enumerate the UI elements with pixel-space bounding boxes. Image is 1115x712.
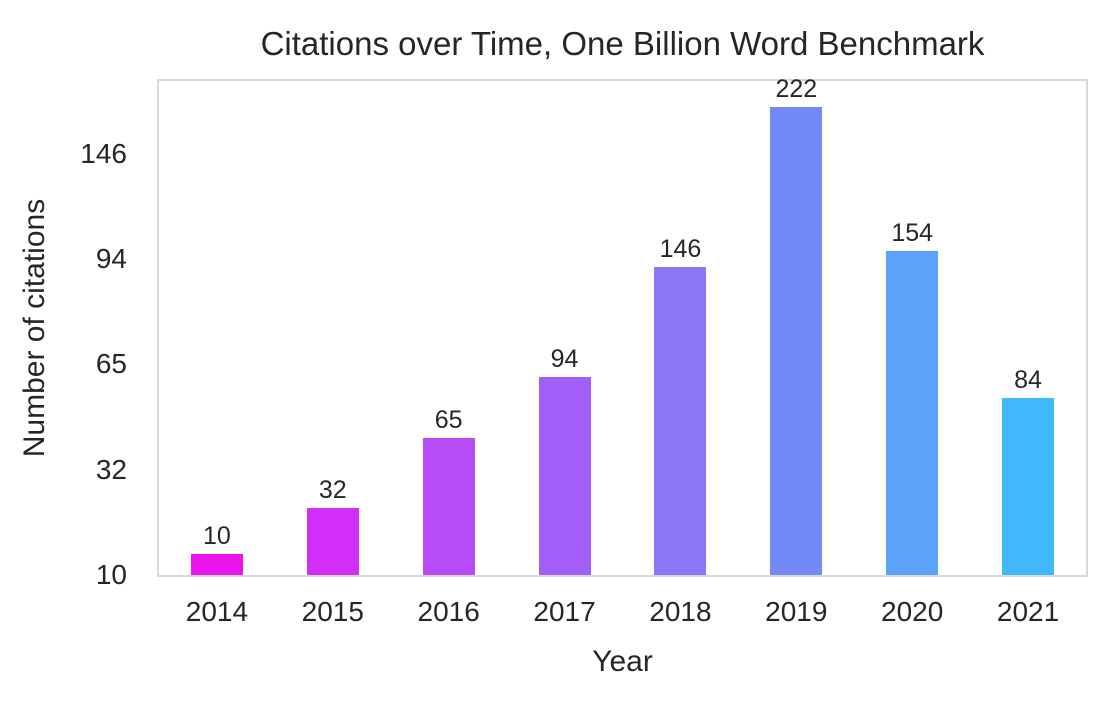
bar-2016	[422, 438, 475, 575]
x-tick-label: 2021	[996, 596, 1060, 627]
bar-value-label: 94	[550, 344, 579, 373]
bar-2018	[654, 267, 707, 575]
bar-2020	[886, 250, 939, 575]
x-tick-label: 2017	[533, 596, 596, 627]
bar-value-label: 146	[659, 235, 702, 264]
bar-value-label: 32	[318, 475, 347, 504]
x-axis-label: Year	[592, 645, 653, 678]
x-tick-label: 2019	[765, 596, 828, 627]
bar-value-label: 10	[203, 521, 231, 550]
bar-value-label: 65	[434, 406, 463, 435]
bar-2021	[1002, 398, 1055, 575]
y-axis-tick-labels: 10 32 65 94 146	[0, 81, 127, 588]
bars-container: 10 32 65 94 146 222 154 84	[159, 77, 1086, 575]
bar-2019	[770, 107, 823, 575]
x-tick-label: 2016	[417, 596, 480, 627]
x-tick-label: 2020	[881, 596, 944, 627]
y-tick-label: 94	[95, 243, 127, 275]
bar-value-label: 154	[891, 218, 934, 247]
x-tick-label: 2015	[301, 596, 364, 627]
chart-title: Citations over Time, One Billion Word Be…	[260, 25, 985, 62]
y-tick-label: 10	[95, 559, 127, 590]
bar-value-label: 84	[1014, 366, 1042, 395]
x-tick-label: 2018	[649, 596, 712, 627]
bar-2015	[306, 507, 359, 575]
bar-2014	[190, 553, 243, 575]
y-tick-label: 32	[95, 453, 127, 485]
x-tick-label: 2014	[185, 596, 249, 627]
y-tick-label: 146	[80, 137, 127, 169]
plot-area: 10 32 65 94 146 222 154 84	[157, 77, 1088, 577]
bar-value-label: 222	[775, 75, 818, 104]
x-axis-tick-labels: 2014 2015 2016 2017 2018 2019 2020 2021	[159, 598, 1086, 628]
y-tick-label: 65	[95, 348, 127, 380]
bar-2017	[538, 376, 591, 575]
